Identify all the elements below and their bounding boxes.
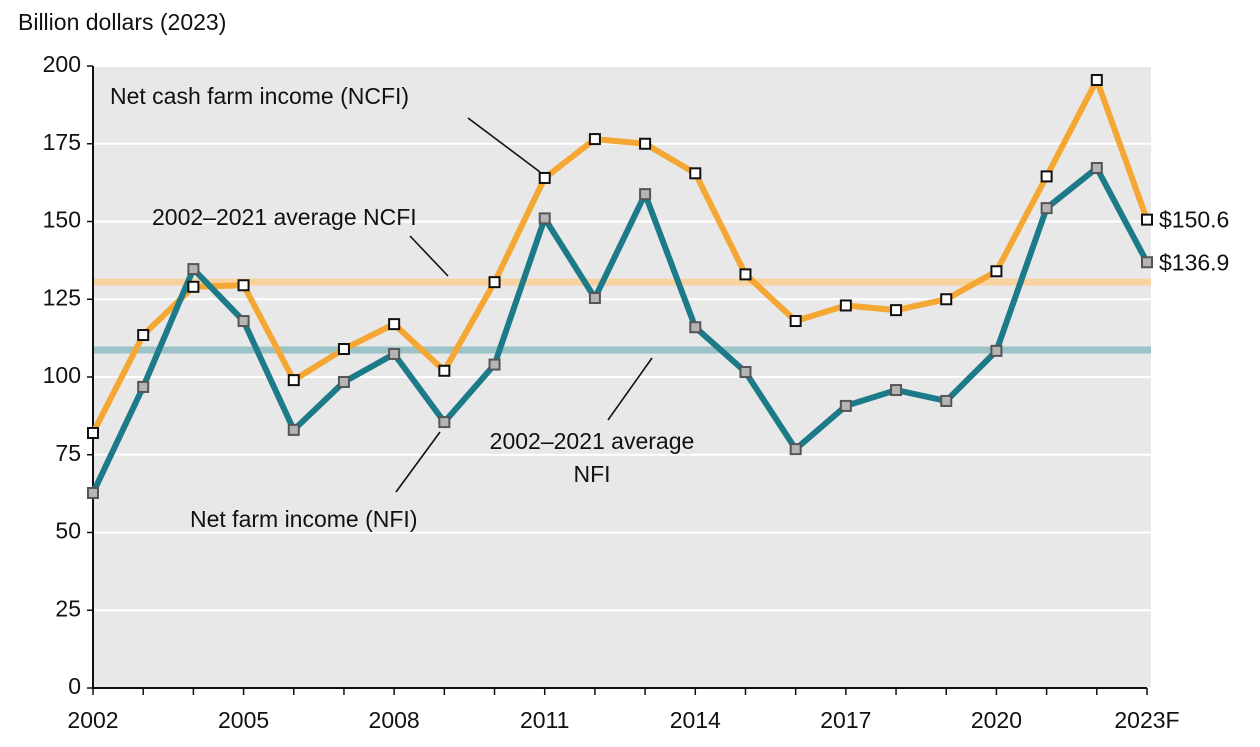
marker [337, 375, 350, 388]
x-tick-label: 2023F [1114, 707, 1179, 733]
marker [689, 321, 702, 334]
x-tick-label: 2017 [820, 707, 871, 733]
marker [639, 137, 652, 150]
y-tick-label: 125 [43, 284, 81, 310]
x-tick-label: 2008 [369, 707, 420, 733]
marker [588, 133, 601, 146]
marker [588, 292, 601, 305]
marker [1141, 213, 1153, 226]
y-tick-label: 150 [43, 207, 81, 233]
y-tick-label: 100 [43, 362, 81, 388]
y-tick-label: 25 [55, 595, 81, 621]
y-axis-label: Billion dollars (2023) [18, 9, 226, 35]
y-tick-label: 200 [43, 51, 81, 77]
x-tick-label: 2020 [971, 707, 1022, 733]
marker [538, 212, 551, 225]
leader-line [467, 117, 541, 173]
x-tick-label: 2014 [670, 707, 721, 733]
average-annotation: NFI [573, 461, 610, 487]
y-tick-label: 75 [55, 440, 81, 466]
marker [438, 416, 451, 429]
marker [137, 380, 150, 393]
marker [287, 374, 300, 387]
marker [890, 384, 903, 397]
marker [388, 347, 401, 360]
marker [940, 293, 953, 306]
marker [990, 344, 1003, 357]
marker [940, 394, 953, 407]
series-line [90, 76, 1150, 435]
marker [237, 279, 250, 292]
marker [890, 304, 903, 317]
marker [137, 329, 150, 342]
leader-line [607, 357, 653, 421]
leader-line [409, 235, 449, 277]
average-annotation: 2002–2021 average [490, 428, 695, 454]
marker [839, 299, 852, 312]
average-annotation: 2002–2021 average NCFI [152, 204, 417, 230]
marker [839, 399, 852, 412]
marker [639, 188, 652, 201]
x-tick-label: 2011 [520, 707, 569, 733]
marker [337, 343, 350, 356]
marker [739, 366, 752, 379]
marker [388, 318, 401, 331]
marker [237, 315, 250, 328]
marker [990, 265, 1003, 278]
marker [1040, 202, 1053, 215]
value-label: $136.9 [1159, 249, 1229, 275]
series-annotation: Net farm income (NFI) [190, 506, 417, 532]
marker [1090, 73, 1103, 86]
y-tick-label: 175 [43, 129, 81, 155]
marker [789, 443, 802, 456]
marker [187, 280, 200, 293]
marker [87, 487, 99, 500]
marker [689, 167, 702, 180]
marker [1141, 256, 1153, 269]
marker [789, 315, 802, 328]
value-label: $150.6 [1159, 207, 1229, 233]
marker [538, 171, 551, 184]
leader-line [395, 431, 441, 493]
marker [488, 276, 501, 289]
marker [1090, 162, 1103, 175]
marker [739, 268, 752, 281]
marker [87, 426, 99, 439]
marker [287, 423, 300, 436]
x-tick-label: 2005 [218, 707, 269, 733]
series-annotation: Net cash farm income (NCFI) [110, 83, 409, 109]
y-tick-label: 50 [55, 518, 81, 544]
x-tick-label: 2002 [67, 707, 118, 733]
y-tick-label: 0 [68, 673, 81, 699]
series-line [90, 165, 1150, 495]
marker [1040, 170, 1053, 183]
marker [488, 358, 501, 371]
marker [438, 364, 451, 377]
marker [187, 263, 200, 276]
